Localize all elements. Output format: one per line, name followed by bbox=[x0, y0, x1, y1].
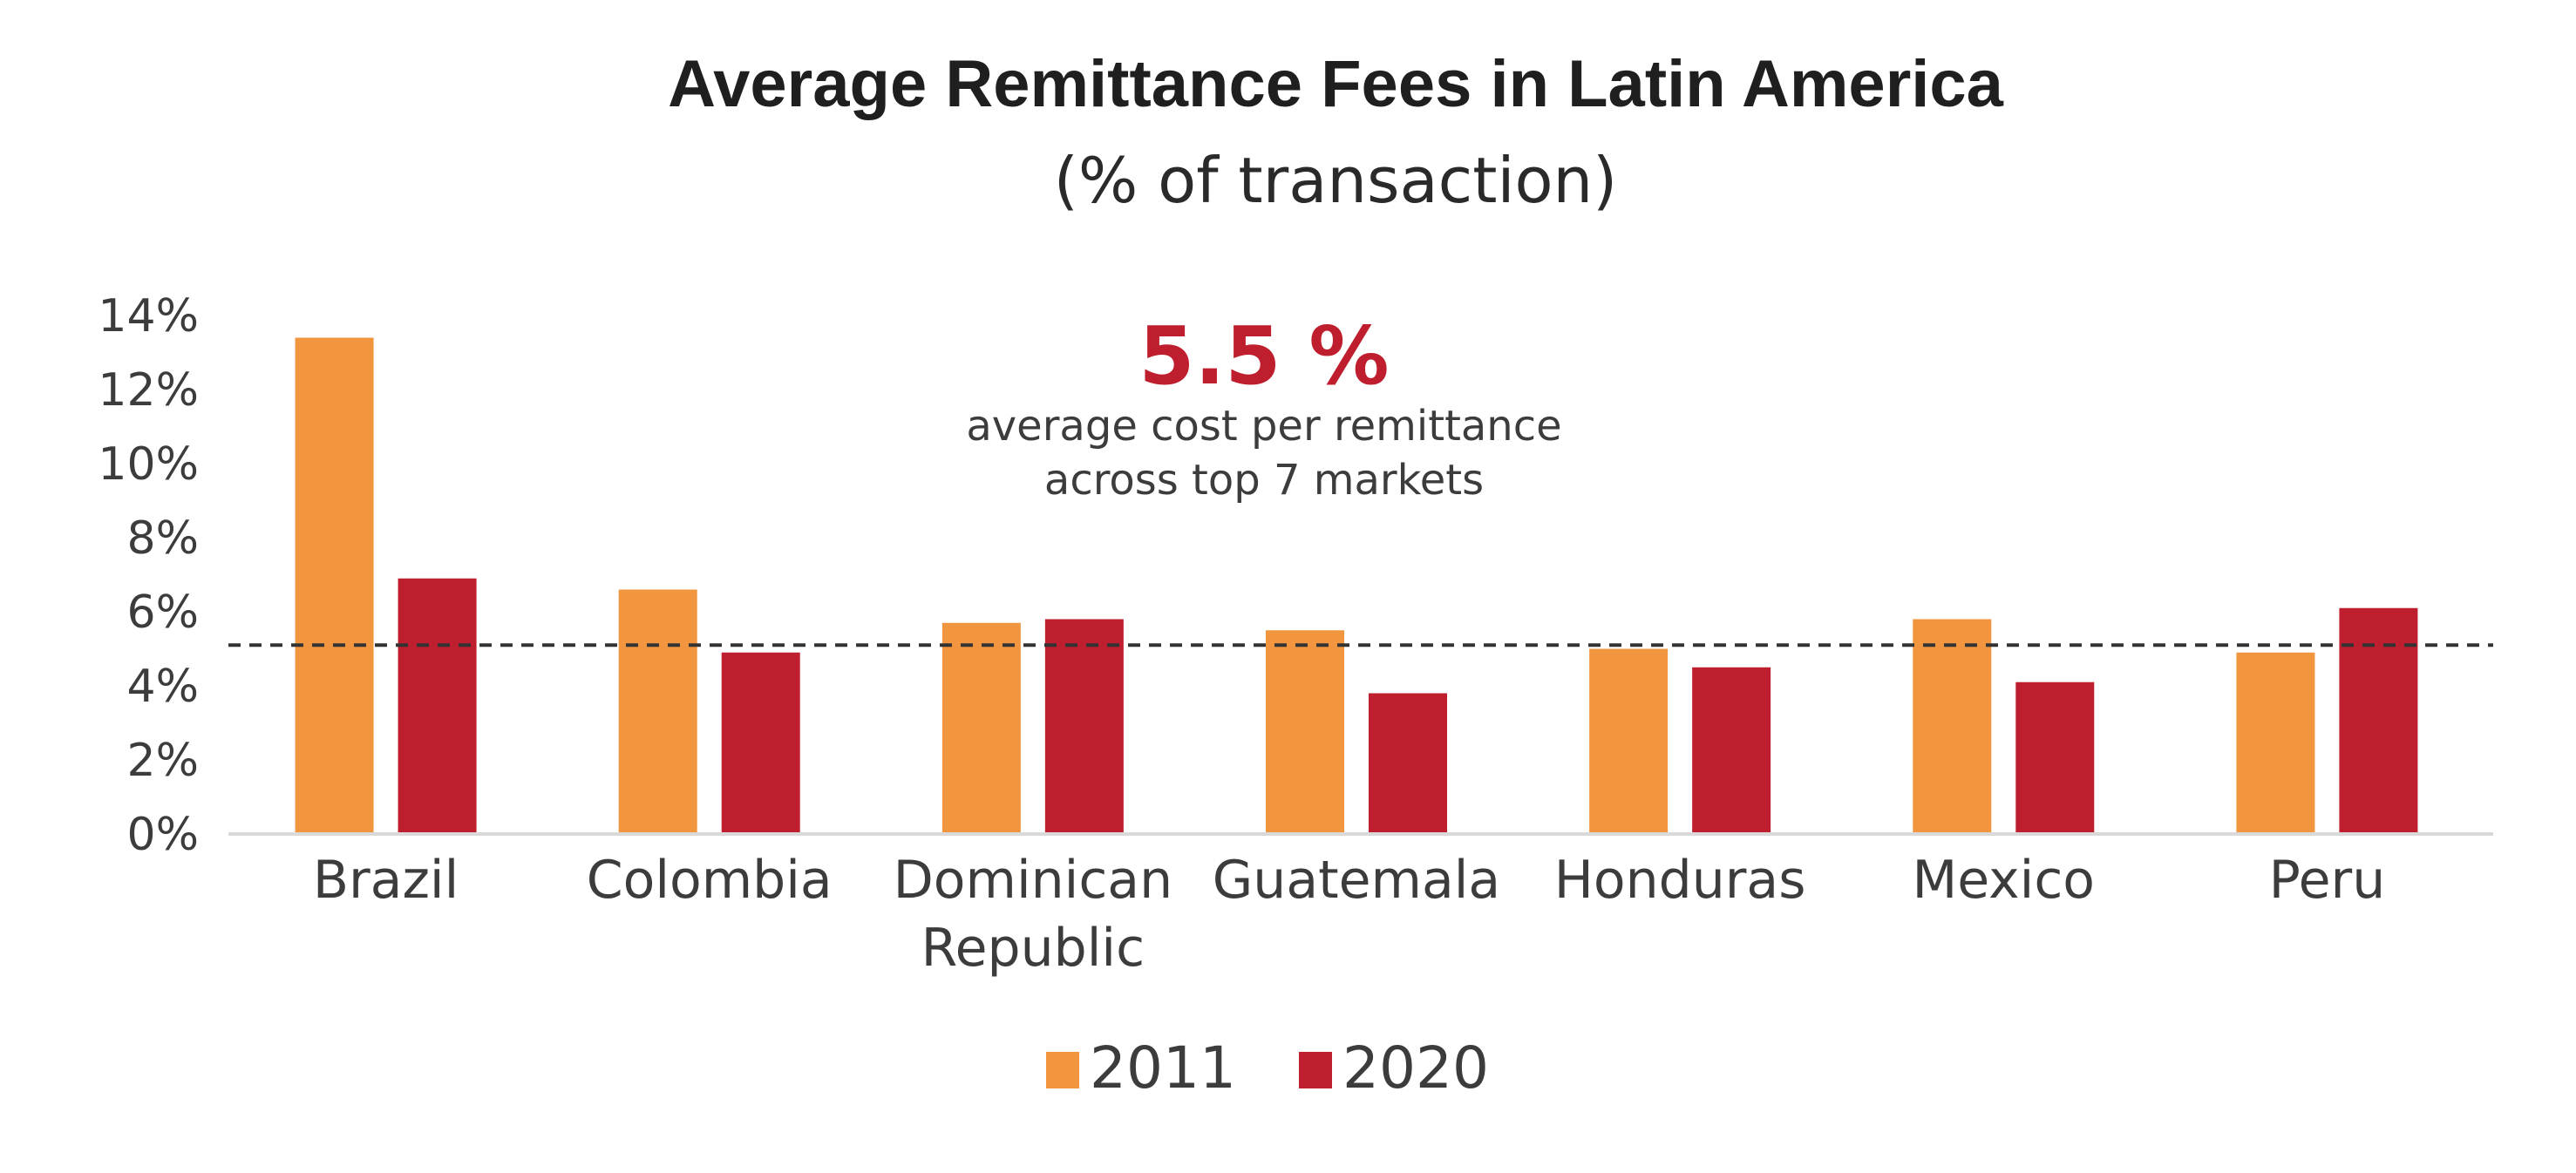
bar-2020-mexico bbox=[2015, 681, 2095, 834]
x-tick-label: Colombia bbox=[587, 850, 833, 911]
annotation-line-1: average cost per remittance bbox=[966, 402, 1561, 451]
bar-2020-peru bbox=[2339, 607, 2418, 834]
x-axis: Brazil Colombia Dominican Republic Guatemala… bbox=[313, 850, 2385, 979]
y-tick-label: 14% bbox=[98, 290, 199, 342]
bars bbox=[295, 337, 2418, 834]
bar-2020-colombia bbox=[721, 652, 800, 834]
legend-swatch-2011 bbox=[1046, 1052, 1079, 1088]
annotation: 5.5 % average cost per remittance across… bbox=[966, 309, 1561, 505]
y-axis: 0% 2% 4% 6% 8% 10% 12% 14% bbox=[98, 290, 199, 861]
x-tick-label: Guatemala bbox=[1213, 850, 1500, 911]
bar-2011-brazil bbox=[295, 337, 374, 834]
bar-2020-honduras bbox=[1692, 667, 1771, 834]
y-tick-label: 12% bbox=[98, 364, 199, 417]
bar-2011-dominican-republic bbox=[941, 622, 1021, 834]
annotation-value: 5.5 % bbox=[1138, 309, 1389, 403]
x-tick-label: Brazil bbox=[313, 850, 459, 911]
bar-2011-honduras bbox=[1589, 648, 1669, 834]
bar-2011-colombia bbox=[618, 589, 697, 834]
chart-subtitle: (% of transaction) bbox=[1054, 144, 1618, 217]
y-tick-label: 6% bbox=[127, 586, 200, 639]
legend-label-2020: 2020 bbox=[1342, 1034, 1489, 1102]
bar-2011-peru bbox=[2236, 652, 2315, 834]
y-tick-label: 0% bbox=[127, 809, 200, 861]
annotation-line-2: across top 7 markets bbox=[1044, 456, 1484, 505]
legend-label-2011: 2011 bbox=[1090, 1034, 1236, 1102]
x-tick-label: Dominican Republic bbox=[894, 850, 1173, 979]
y-tick-label: 4% bbox=[127, 661, 200, 713]
x-tick-label: Peru bbox=[2269, 850, 2386, 911]
x-tick-label: Honduras bbox=[1554, 850, 1806, 911]
bar-2020-dominican-republic bbox=[1044, 619, 1124, 834]
y-tick-label: 2% bbox=[127, 735, 200, 787]
legend-swatch-2020 bbox=[1299, 1052, 1332, 1088]
y-tick-label: 10% bbox=[98, 438, 199, 491]
bar-2011-mexico bbox=[1913, 619, 1992, 834]
chart-title: Average Remittance Fees in Latin America bbox=[668, 47, 2004, 121]
legend: 2011 2020 bbox=[1046, 1034, 1489, 1102]
bar-2020-brazil bbox=[398, 578, 477, 834]
bar-2020-guatemala bbox=[1369, 693, 1447, 834]
bar-2011-guatemala bbox=[1266, 630, 1344, 834]
x-tick-label: Mexico bbox=[1913, 850, 2096, 911]
y-tick-label: 8% bbox=[127, 512, 200, 565]
